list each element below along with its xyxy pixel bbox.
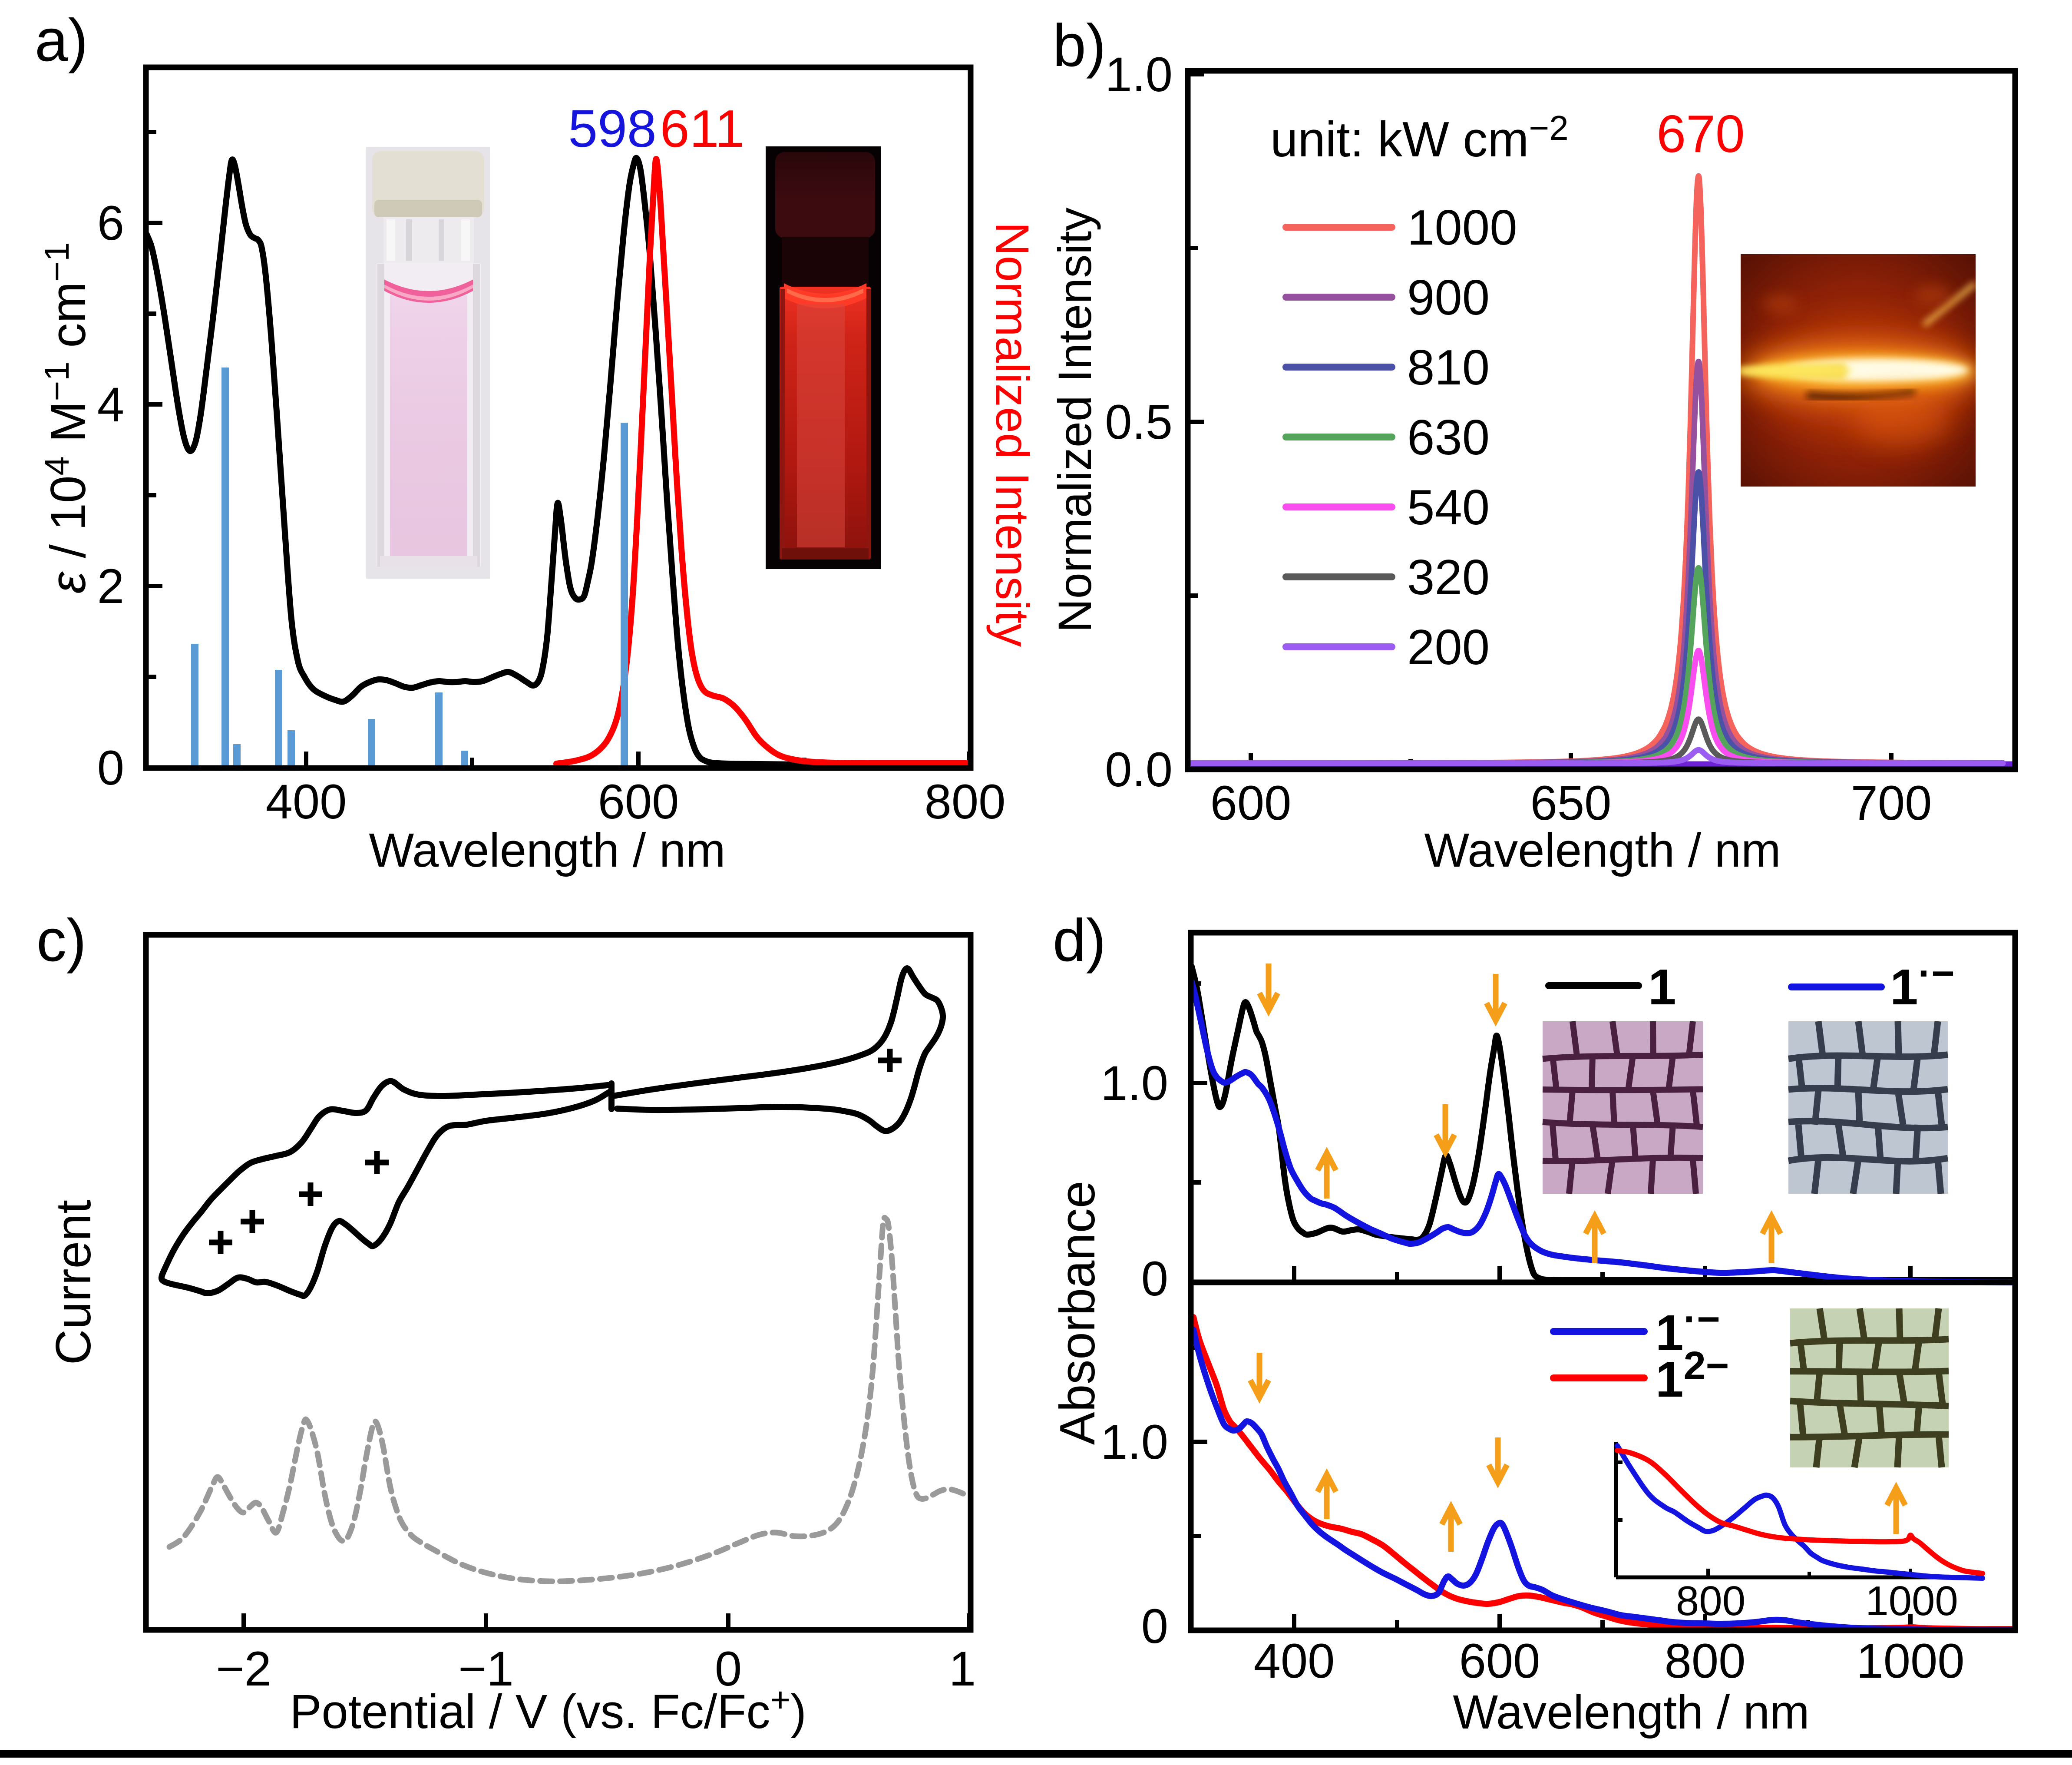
svg-text:800: 800 bbox=[1665, 1634, 1746, 1688]
svg-text:Normalized Intensity: Normalized Intensity bbox=[1048, 208, 1101, 632]
svg-text:400: 400 bbox=[1254, 1634, 1335, 1688]
svg-text:c): c) bbox=[36, 907, 86, 974]
svg-text:0: 0 bbox=[715, 1642, 742, 1696]
svg-text:−1: −1 bbox=[458, 1642, 514, 1696]
svg-text:320: 320 bbox=[1407, 550, 1490, 605]
svg-text:Current: Current bbox=[46, 1200, 101, 1365]
svg-text:670: 670 bbox=[1656, 104, 1745, 163]
svg-text:0: 0 bbox=[1141, 1252, 1168, 1306]
svg-text:2: 2 bbox=[97, 559, 124, 613]
svg-text:0.0: 0.0 bbox=[1105, 742, 1173, 797]
svg-text:1.0: 1.0 bbox=[1100, 1056, 1168, 1110]
svg-text:700: 700 bbox=[1851, 776, 1932, 830]
svg-text:unit: kW cm−2: unit: kW cm−2 bbox=[1270, 109, 1569, 167]
svg-text:1000: 1000 bbox=[1856, 1634, 1964, 1688]
svg-text:6: 6 bbox=[97, 196, 124, 250]
svg-text:650: 650 bbox=[1530, 776, 1612, 830]
svg-text:Absorbance: Absorbance bbox=[1050, 1181, 1105, 1445]
svg-text:−2: −2 bbox=[216, 1642, 271, 1696]
svg-text:600: 600 bbox=[598, 775, 679, 829]
svg-text:1.0: 1.0 bbox=[1105, 47, 1173, 102]
svg-text:540: 540 bbox=[1407, 480, 1490, 535]
svg-text:Wavelength / nm: Wavelength / nm bbox=[369, 824, 725, 877]
svg-text:4: 4 bbox=[97, 378, 124, 432]
svg-text:ε / 104 M−1 cm−1: ε / 104 M−1 cm−1 bbox=[37, 242, 96, 593]
svg-text:800: 800 bbox=[1676, 1578, 1745, 1624]
svg-text:611: 611 bbox=[660, 99, 745, 158]
svg-text:800: 800 bbox=[925, 775, 1006, 829]
svg-text:630: 630 bbox=[1407, 410, 1490, 465]
svg-text:Wavelength / nm: Wavelength / nm bbox=[1424, 824, 1781, 877]
svg-text:1.0: 1.0 bbox=[1100, 1415, 1168, 1469]
svg-text:200: 200 bbox=[1407, 620, 1490, 675]
svg-text:900: 900 bbox=[1407, 270, 1490, 325]
svg-text:600: 600 bbox=[1210, 776, 1292, 830]
svg-text:Potential / V (vs. Fc/Fc+): Potential / V (vs. Fc/Fc+) bbox=[290, 1680, 806, 1739]
svg-text:0: 0 bbox=[1141, 1599, 1168, 1653]
svg-text:Wavelength / nm: Wavelength / nm bbox=[1453, 1686, 1809, 1739]
svg-text:d): d) bbox=[1053, 907, 1106, 974]
svg-text:598: 598 bbox=[568, 99, 657, 158]
svg-text:1: 1 bbox=[1648, 959, 1676, 1015]
svg-text:0.5: 0.5 bbox=[1105, 395, 1173, 449]
svg-text:Normalized Intensity: Normalized Intensity bbox=[986, 222, 1039, 647]
svg-text:1: 1 bbox=[949, 1642, 976, 1696]
svg-text:810: 810 bbox=[1407, 340, 1490, 395]
svg-text:600: 600 bbox=[1459, 1634, 1540, 1688]
svg-text:0: 0 bbox=[97, 741, 124, 795]
svg-text:a): a) bbox=[35, 7, 88, 74]
svg-text:b): b) bbox=[1053, 12, 1106, 79]
svg-text:400: 400 bbox=[266, 775, 347, 829]
svg-text:12−: 12− bbox=[1656, 1344, 1729, 1407]
svg-text:1000: 1000 bbox=[1865, 1578, 1958, 1624]
svg-text:1000: 1000 bbox=[1407, 200, 1517, 255]
